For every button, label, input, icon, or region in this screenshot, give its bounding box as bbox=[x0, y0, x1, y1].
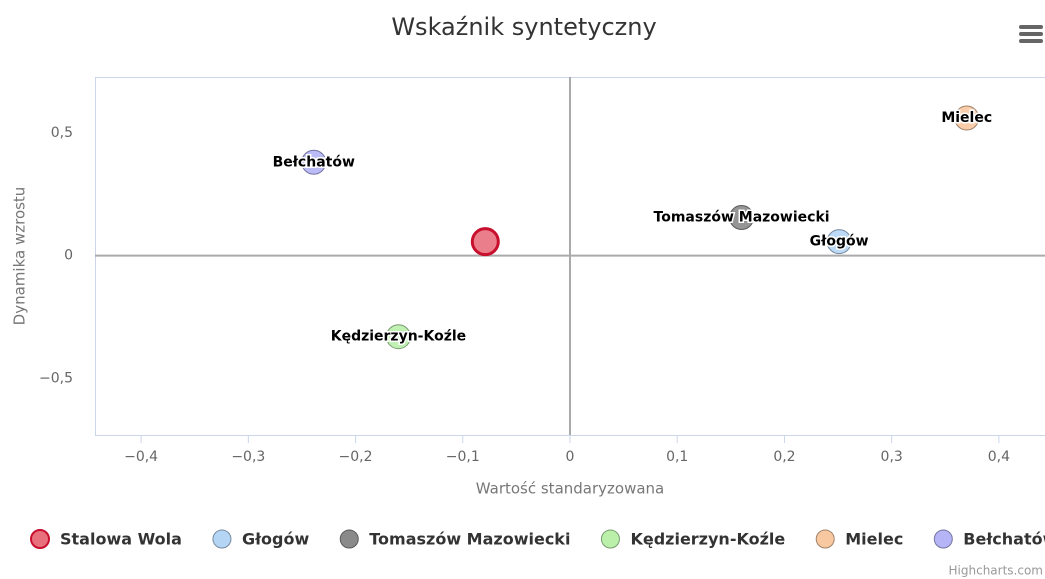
x-tick-label: −0,2 bbox=[339, 449, 373, 465]
x-tick-label: 0,2 bbox=[773, 449, 795, 465]
x-tick-label: 0,4 bbox=[988, 449, 1010, 465]
legend-marker bbox=[933, 529, 953, 549]
legend-marker bbox=[339, 529, 359, 549]
legend-label: Mielec bbox=[845, 530, 903, 549]
y-tick-label: −0,5 bbox=[39, 370, 73, 386]
menu-bar bbox=[1019, 25, 1043, 29]
data-label: Głogów bbox=[810, 234, 869, 250]
x-tick-label: 0,1 bbox=[666, 449, 688, 465]
credits[interactable]: Highcharts.com bbox=[949, 564, 1043, 578]
x-tick-label: −0,1 bbox=[446, 449, 480, 465]
menu-bar bbox=[1019, 32, 1043, 36]
x-tick-label: 0,3 bbox=[881, 449, 903, 465]
legend-marker bbox=[212, 529, 232, 549]
menu-bar bbox=[1019, 39, 1043, 43]
y-axis-title: Dynamika wzrostu bbox=[11, 187, 29, 326]
legend-label: Tomaszów Mazowiecki bbox=[369, 530, 570, 549]
legend-label: Stalowa Wola bbox=[60, 530, 182, 549]
point bbox=[385, 324, 411, 350]
legend-label: Kędzierzyn-Koźle bbox=[630, 530, 785, 549]
point bbox=[826, 229, 852, 255]
data-label: Kędzierzyn-Koźle bbox=[331, 329, 466, 345]
point bbox=[470, 227, 500, 257]
point bbox=[954, 105, 980, 131]
data-label: Mielec bbox=[941, 110, 992, 126]
x-axis-title: Wartość standaryzowana bbox=[476, 480, 664, 498]
x-tick-label: 0 bbox=[566, 449, 575, 465]
legend-label: Bełchatów bbox=[963, 530, 1045, 549]
y-tick-label: 0,5 bbox=[51, 125, 73, 141]
menu-button[interactable] bbox=[1019, 25, 1043, 43]
legend-marker bbox=[30, 529, 50, 549]
data-label: Tomaszów Mazowiecki bbox=[654, 210, 830, 226]
x-tick-label: −0,3 bbox=[231, 449, 265, 465]
legend-marker bbox=[600, 529, 620, 549]
legend-marker bbox=[815, 529, 835, 549]
chart-title: Wskaźnik syntetyczny bbox=[391, 13, 656, 41]
legend-label: Głogów bbox=[242, 530, 310, 549]
x-tick-label: −0,4 bbox=[124, 449, 158, 465]
data-label: Bełchatów bbox=[273, 154, 355, 170]
y-tick-label: 0 bbox=[64, 248, 73, 264]
point bbox=[301, 149, 327, 175]
point bbox=[729, 205, 755, 231]
